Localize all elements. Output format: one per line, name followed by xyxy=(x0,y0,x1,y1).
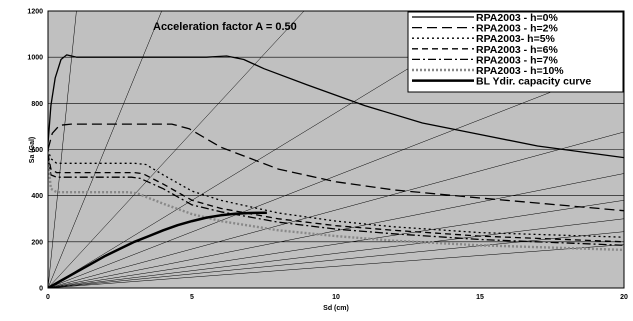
legend-label: BL Ydir. capacity curve xyxy=(476,76,591,88)
x-tick-label: 20 xyxy=(620,294,628,301)
y-tick-label: 200 xyxy=(31,239,43,246)
x-tick-label: 15 xyxy=(476,294,484,301)
series-line-1 xyxy=(48,54,624,159)
legend-label: RPA2003 - h=6% xyxy=(476,44,558,56)
series-group xyxy=(48,54,624,288)
x-axis-label: Sd (cm) xyxy=(323,305,349,312)
y-tick-label: 1000 xyxy=(27,55,43,62)
series-line-2 xyxy=(48,123,624,212)
period-line xyxy=(48,11,77,288)
series-line-6 xyxy=(48,160,624,252)
legend-label: RPA2003 - h=2% xyxy=(476,23,558,35)
period-line xyxy=(48,218,624,288)
period-line xyxy=(48,244,624,288)
series-line-4 xyxy=(48,153,624,243)
gridlines xyxy=(48,56,624,243)
x-tick-labels: 0 5 10 15 20 xyxy=(46,294,628,301)
legend-label: RPA2003- h=5% xyxy=(476,33,556,45)
period-line xyxy=(48,63,624,288)
x-tick-label: 5 xyxy=(190,294,194,301)
legend-box xyxy=(407,11,624,93)
x-tick-label: 10 xyxy=(332,294,340,301)
y-axis-label: Sa (Gal) xyxy=(29,137,36,163)
x-tick-label: 0 xyxy=(46,294,50,301)
legend-label: RPA2003 - h=10% xyxy=(476,65,564,77)
legend: RPA2003 - h=0%RPA2003 - h=2%RPA2003- h=5… xyxy=(407,11,624,93)
series-line-3 xyxy=(48,149,624,238)
series-line-7 xyxy=(48,211,267,288)
y-tick-label: 800 xyxy=(31,101,43,108)
y-tick-label: 0 xyxy=(39,286,43,293)
legend-label: RPA2003 - h=7% xyxy=(476,54,558,66)
legend-label: RPA2003 - h=0% xyxy=(476,12,558,24)
period-line xyxy=(48,11,305,288)
period-lines xyxy=(48,11,624,288)
y-tick-label: 400 xyxy=(31,193,43,200)
period-line xyxy=(48,131,624,288)
period-line xyxy=(48,173,624,288)
y-tick-label: 600 xyxy=(31,147,43,154)
period-line xyxy=(48,200,624,288)
plot-frame xyxy=(47,10,625,289)
y-tick-label: 1200 xyxy=(27,9,43,16)
annotation-text: Acceleration factor A = 0.50 xyxy=(153,21,297,33)
period-line xyxy=(48,231,624,288)
series-line-5 xyxy=(48,156,624,246)
y-tick-labels: 0 200 400 600 800 1000 1200 xyxy=(27,9,43,293)
